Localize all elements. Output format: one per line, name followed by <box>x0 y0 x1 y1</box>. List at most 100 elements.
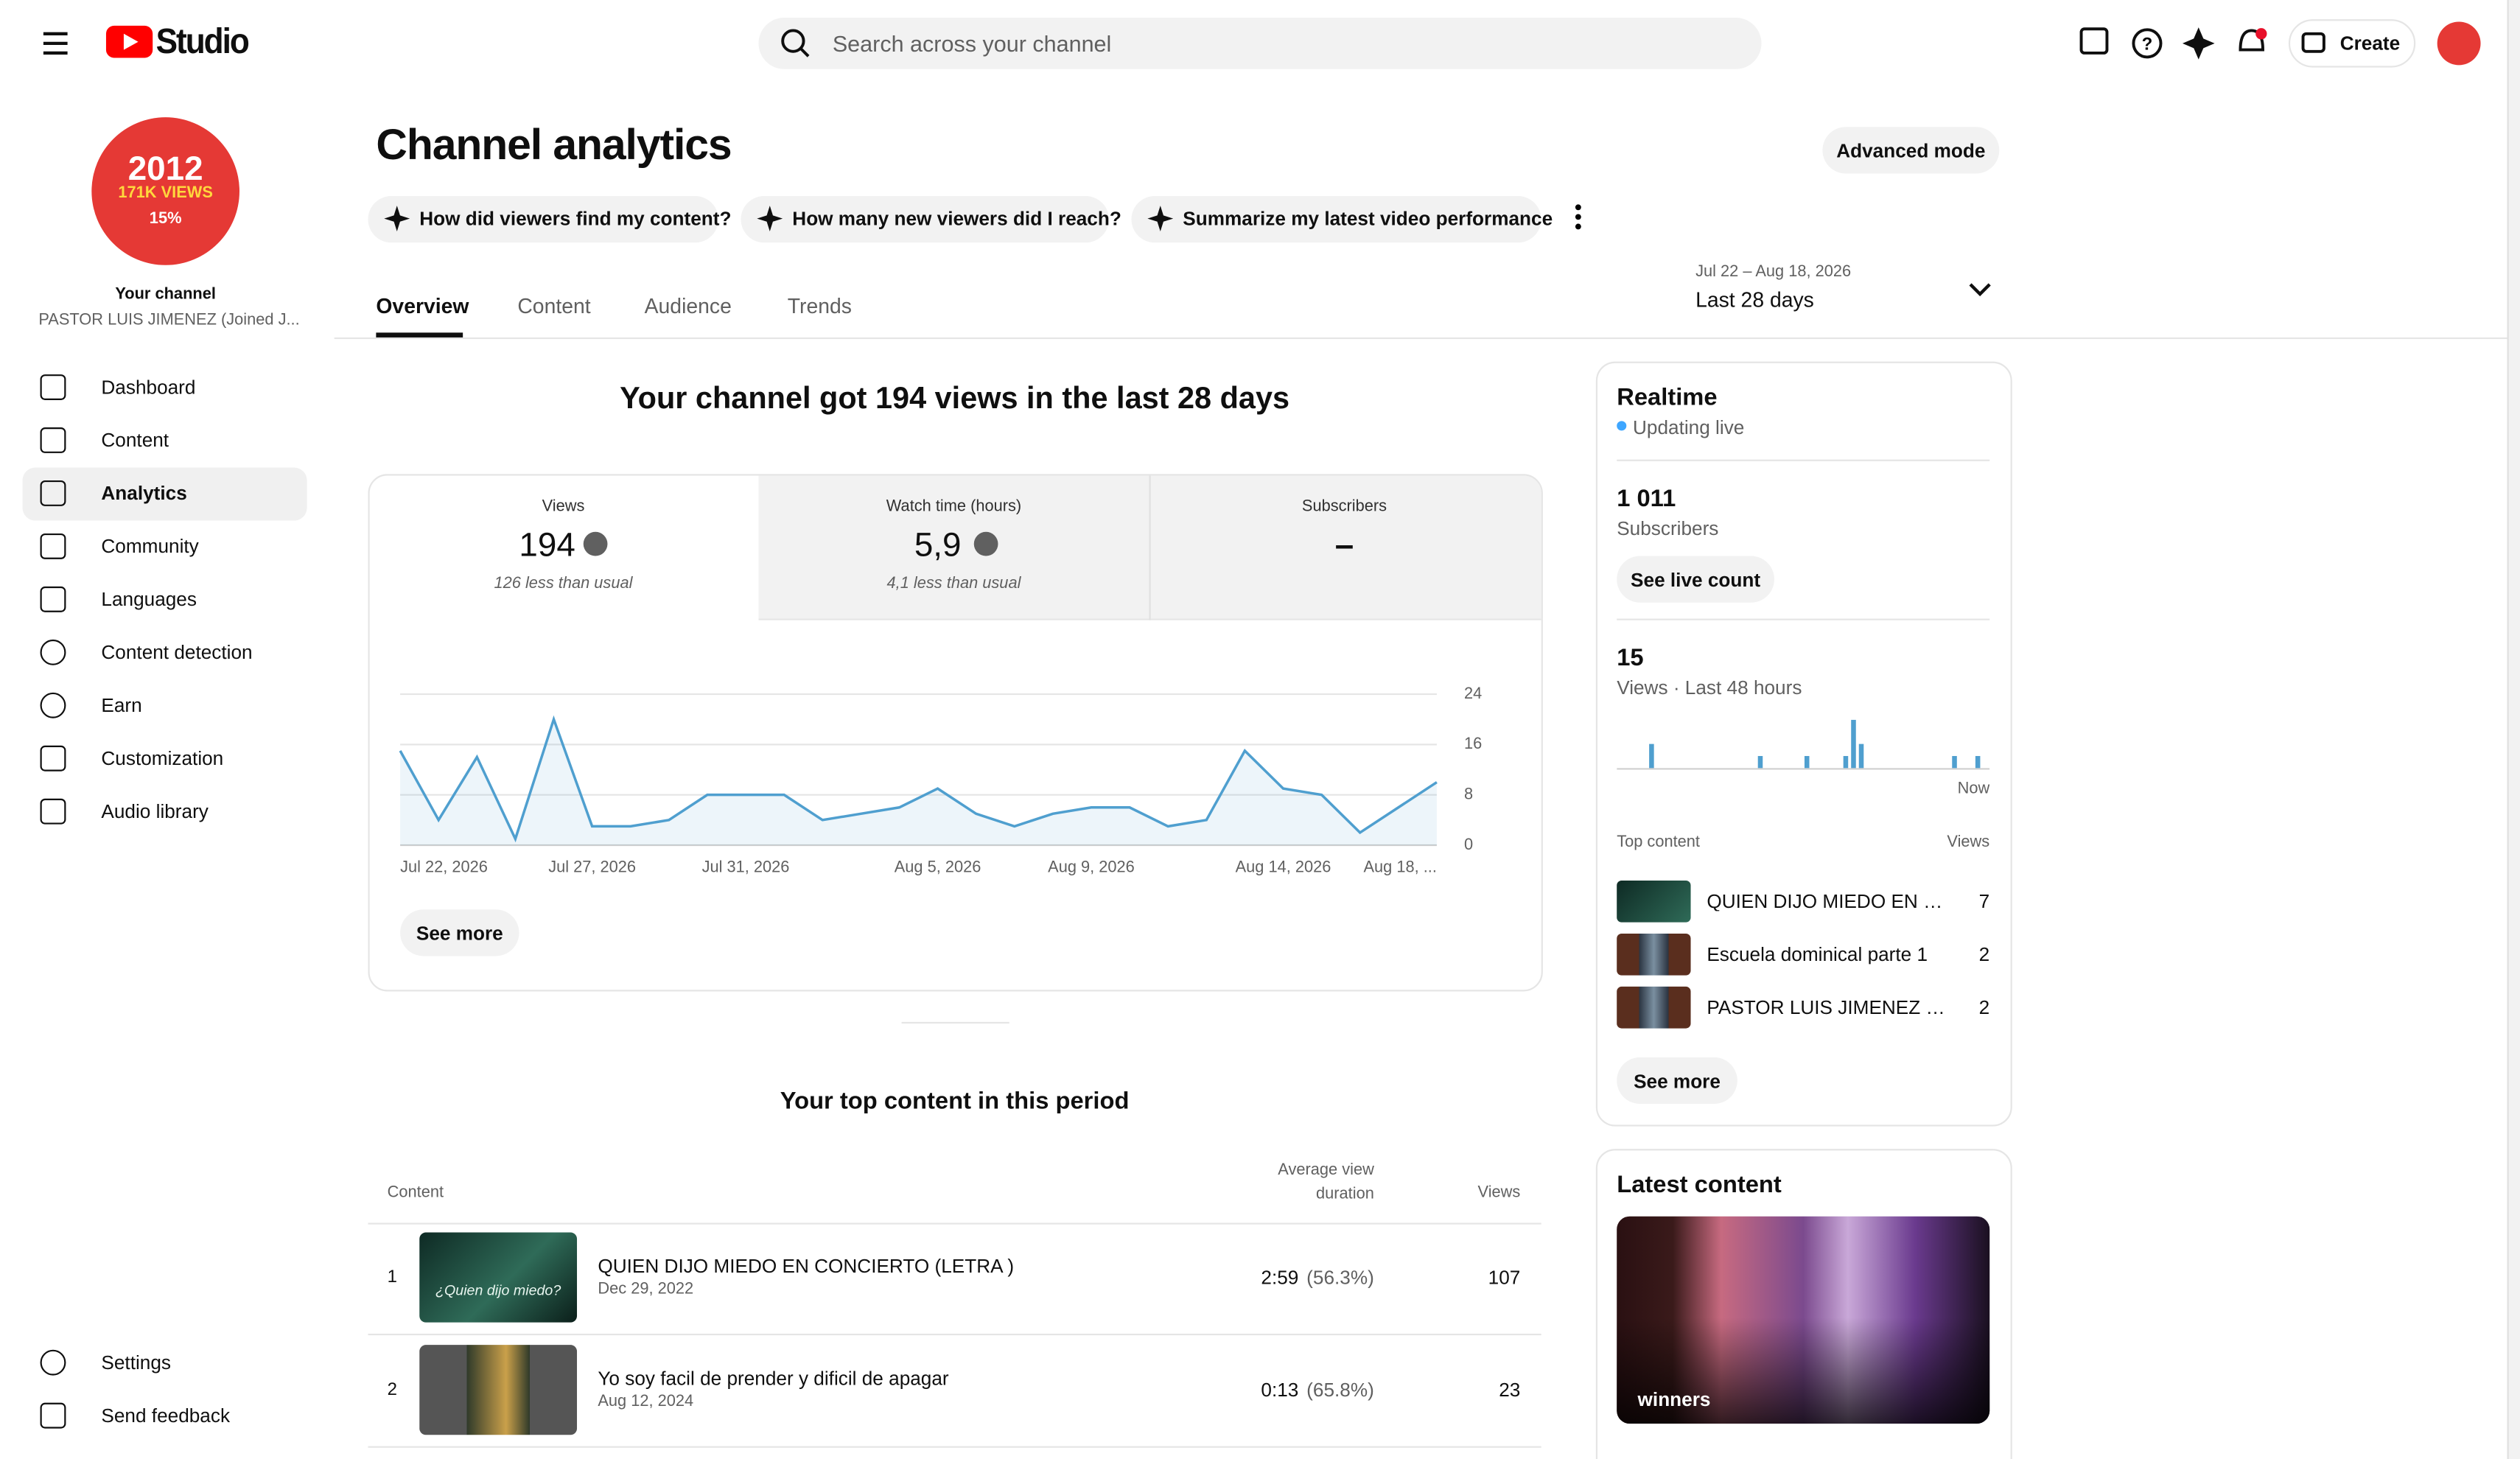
header-icons: ? <box>43 21 2481 66</box>
nav-item[interactable]: Dashboard <box>101 376 196 399</box>
advanced-mode-label: Advanced mode <box>1836 139 1986 162</box>
channel-name: PASTOR LUIS JIMENEZ (Joined J... <box>38 312 300 330</box>
top-content-title: Your top content in this period <box>780 1087 1130 1115</box>
nav-item[interactable]: Audio library <box>101 800 209 823</box>
tab[interactable]: Content <box>517 293 591 318</box>
realtime-views-label: Views · Last 48 hours <box>1617 676 1802 699</box>
views-col-label: Views <box>1947 833 1990 852</box>
suggestion-chip[interactable] <box>1131 196 1541 243</box>
see-live-count[interactable] <box>1617 556 1774 603</box>
rt-divider <box>1617 618 1990 620</box>
logo-text: Studio <box>155 21 250 61</box>
window-edge <box>2507 0 2520 1459</box>
realtime-title: Realtime <box>1617 383 1718 411</box>
row-divider <box>368 1333 1541 1336</box>
nav-item[interactable]: Content <box>101 429 169 452</box>
metric-label: Watch time (hours) <box>886 497 1022 516</box>
views: 107 <box>1488 1266 1521 1289</box>
nav-icon <box>40 798 66 825</box>
badge-percent: 15% <box>149 210 182 228</box>
metric-label: Views <box>542 497 585 516</box>
nav-item[interactable]: Earn <box>101 694 142 717</box>
notification-dot <box>2255 28 2267 40</box>
more-icon[interactable] <box>1569 201 1588 237</box>
bar <box>1843 755 1849 769</box>
overview-card <box>368 474 1543 992</box>
nav-item[interactable]: Languages <box>101 588 197 611</box>
suggestion-text: How did viewers find my content? <box>419 207 732 230</box>
tabs-divider <box>334 337 2507 340</box>
nav-item[interactable]: Content detection <box>101 641 253 664</box>
video-thumb[interactable] <box>419 1345 578 1435</box>
nav-icon <box>40 586 66 612</box>
nav-item[interactable]: Send feedback <box>101 1404 231 1427</box>
bar <box>1851 719 1856 769</box>
x-tick-label: Aug 5, 2026 <box>895 857 981 875</box>
realtime-status: Updating live <box>1633 416 1745 439</box>
area <box>400 719 1437 846</box>
nav-item[interactable]: Settings <box>101 1351 171 1374</box>
live-dot <box>1617 421 1627 431</box>
bar <box>1858 744 1864 769</box>
video-title[interactable]: Yo soy facil de prender y dificil de apa… <box>598 1367 949 1390</box>
metric-note: 4,1 less than usual <box>886 575 1021 593</box>
channel-badge[interactable] <box>91 117 239 265</box>
suggestion-chip[interactable] <box>741 196 1109 243</box>
advanced-mode[interactable] <box>1822 127 2000 174</box>
nav-icon <box>40 533 66 559</box>
duration-percent: (65.8%) <box>1306 1378 1374 1402</box>
nav-icon <box>40 692 66 718</box>
rt-thumb[interactable] <box>1617 986 1691 1029</box>
chart-see-more-label: See more <box>416 921 503 945</box>
video-thumb[interactable] <box>419 1232 578 1323</box>
video-date: Aug 12, 2024 <box>598 1393 694 1411</box>
nav-icon <box>40 1349 66 1376</box>
badge-views: 171K VIEWS <box>118 184 213 203</box>
search-box[interactable] <box>758 17 1762 69</box>
nav-item[interactable]: Customization <box>101 746 224 770</box>
period: Last 28 days <box>1695 287 1814 311</box>
suggestion-chip[interactable] <box>368 196 718 243</box>
x-tick-label: Aug 9, 2026 <box>1048 857 1135 875</box>
x-tick-label: Now <box>1958 778 1990 797</box>
line <box>399 715 1438 843</box>
rt-views: 2 <box>1978 996 1990 1019</box>
nav-item[interactable]: Community <box>101 535 199 558</box>
rt-see-more[interactable] <box>1617 1057 1737 1105</box>
rt-divider <box>1617 459 1990 461</box>
video-title[interactable]: QUIEN DIJO MIEDO EN CONCIERTO (LETRA ) <box>598 1255 1015 1278</box>
see-live-count-label: See live count <box>1631 567 1761 591</box>
search-placeholder: Search across your channel <box>832 30 1112 57</box>
nav-icon <box>40 480 66 506</box>
date-range: Jul 22 – Aug 18, 2026 <box>1695 263 1852 281</box>
menu-icon[interactable] <box>43 32 68 55</box>
rank: 1 <box>387 1267 398 1287</box>
metric-value: 194 <box>519 526 575 564</box>
rt-thumb[interactable] <box>1617 933 1691 976</box>
rt-see-more-label: See more <box>1634 1069 1721 1092</box>
avatar[interactable] <box>2437 21 2481 66</box>
down-arrow <box>973 531 998 556</box>
duration-percent: (56.3%) <box>1306 1266 1374 1289</box>
tab[interactable]: Overview <box>376 293 469 318</box>
rt-thumb[interactable] <box>1617 880 1691 923</box>
tab[interactable]: Audience <box>644 293 732 318</box>
x-tick-label: Jul 22, 2026 <box>400 857 488 875</box>
metric-label: Subscribers <box>1301 497 1387 516</box>
create-button[interactable] <box>2288 19 2416 68</box>
tab[interactable]: Trends <box>787 293 852 318</box>
latest-caption: winners <box>1637 1388 1711 1411</box>
spark-icon[interactable] <box>2182 27 2215 60</box>
nav-item[interactable]: Analytics <box>101 482 187 505</box>
metric-value: – <box>1334 526 1354 564</box>
y-tick-label: 24 <box>1464 684 1482 702</box>
bar <box>1649 744 1654 769</box>
help-icon-mark: ? <box>2142 34 2153 54</box>
chevron[interactable] <box>1964 278 1996 304</box>
tab-underline <box>376 332 463 337</box>
chart-see-more[interactable] <box>400 909 519 956</box>
col-header: Average view duration <box>1278 1161 1374 1204</box>
nav-icon <box>40 1402 66 1429</box>
realtime-views: 15 <box>1617 643 1644 671</box>
down-arrow <box>582 531 607 556</box>
